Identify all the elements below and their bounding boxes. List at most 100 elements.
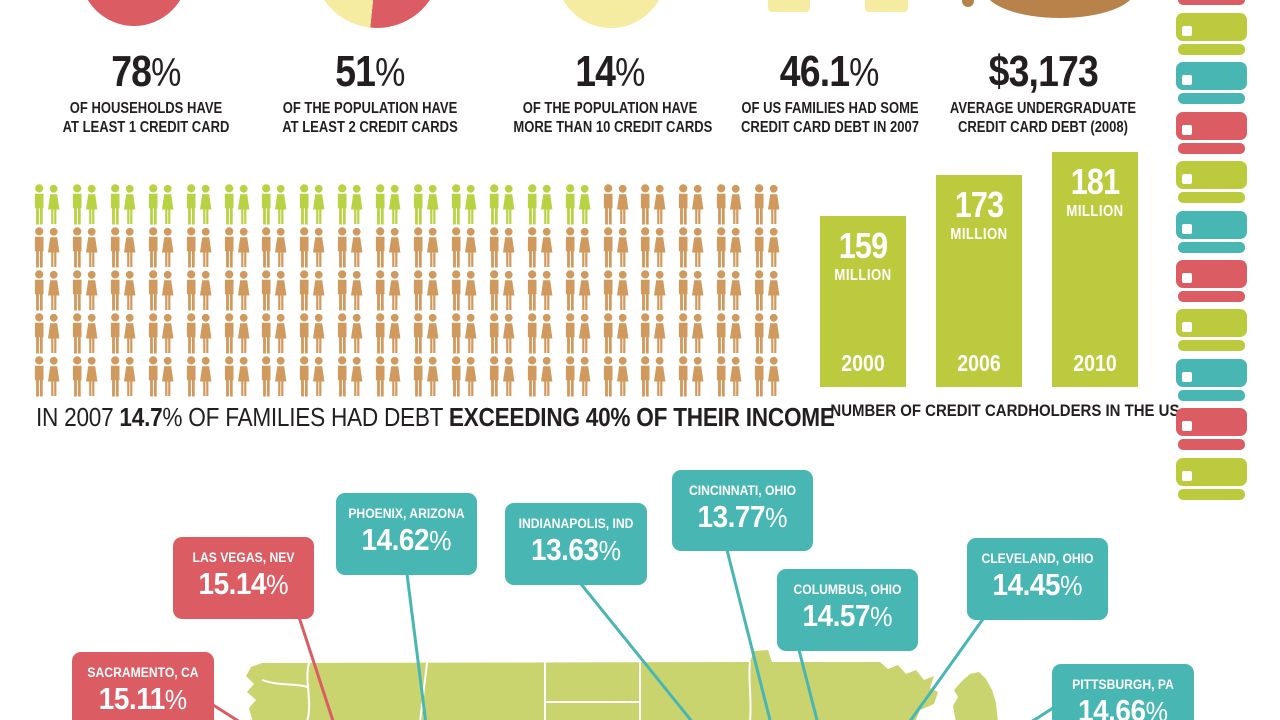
family-pair-icon (564, 356, 591, 397)
leader-line (405, 573, 428, 720)
credit-card-icon (1176, 62, 1247, 104)
family-pair-icon (412, 313, 439, 354)
family-pair-icon (526, 356, 553, 397)
family-pair-icon (147, 184, 174, 225)
pie-chart-icon-two-cards (313, 0, 441, 28)
leader-line (797, 649, 819, 720)
money-bag-icon (962, 0, 974, 7)
stat-description-line: OF US FAMILIES HAD SOME (741, 100, 919, 117)
family-pair-icon (715, 227, 742, 268)
family-pair-icon (639, 184, 666, 225)
family-pair-icon (412, 227, 439, 268)
family-pair-icon (639, 227, 666, 268)
family-pair-icon (488, 356, 515, 397)
city-value: 14.66% (1078, 693, 1168, 720)
bar: 173 MILLION 2006 (936, 175, 1022, 387)
family-pair-icon (185, 184, 212, 225)
card-chip-icon (1182, 224, 1192, 234)
credit-card-icon (1176, 309, 1247, 351)
bar-value-label: 181 (1070, 161, 1120, 202)
family-pair-icon (526, 313, 553, 354)
family-pair-icon (223, 313, 250, 354)
family-pair-icon (260, 270, 287, 311)
stat-item: 14% OF THE POPULATION HAVE MORE THAN 10 CR… (495, 48, 725, 137)
card-chip-icon (1182, 174, 1192, 184)
family-pair-icon (185, 313, 212, 354)
family-pair-icon (564, 270, 591, 311)
family-pair-icon (71, 184, 98, 225)
family-pair-icon (488, 227, 515, 268)
family-pair-icon (715, 313, 742, 354)
city-value: 14.57% (802, 598, 893, 633)
pie-chart-icon-ten-cards (556, 0, 666, 28)
bar-value-label: 173 (954, 184, 1004, 225)
city-name: CINCINNATI, OHIO (688, 483, 797, 498)
credit-card-icon (1176, 211, 1247, 253)
city-value: 13.63% (531, 532, 621, 567)
family-pair-icon (147, 356, 174, 397)
stat-description-line: CREDIT CARD DEBT IN 2007 (741, 118, 919, 136)
card-chip-icon (1182, 273, 1192, 283)
stat-value: 14% (574, 47, 646, 96)
partial-glyph-icon (768, 0, 810, 12)
leader-line (1031, 706, 1054, 720)
family-pair-icon (298, 227, 325, 268)
family-pair-icon (336, 356, 363, 397)
stat-description: OF THE POPULATION HAVE AT LEAST 2 CREDIT … (255, 100, 485, 137)
family-pair-icon (450, 227, 477, 268)
leader-line (209, 701, 240, 720)
bar-year-label: 2006 (957, 350, 1001, 376)
family-pair-icon (298, 356, 325, 397)
family-pair-icon (602, 184, 629, 225)
credit-card-icon (1176, 458, 1247, 500)
family-pair-icon (639, 356, 666, 397)
city-value: 14.45% (992, 567, 1083, 602)
debt-caption-text: % OF FAMILIES HAD DEBT (162, 402, 449, 432)
stat-description: OF HOUSEHOLDS HAVE AT LEAST 1 CREDIT CARD (31, 100, 261, 137)
stat-description: OF THE POPULATION HAVE MORE THAN 10 CREDI… (495, 100, 725, 137)
family-pair-icon (185, 227, 212, 268)
credit-card-icon (1176, 359, 1247, 401)
family-pair-icon (564, 313, 591, 354)
family-pair-icon (223, 270, 250, 311)
family-pair-icon (71, 313, 98, 354)
credit-card-icon (1176, 161, 1247, 203)
family-pair-icon (109, 313, 136, 354)
family-pair-icon (639, 313, 666, 354)
family-pair-icon (33, 184, 60, 225)
family-pair-icon (526, 270, 553, 311)
city-label: INDIANAPOLIS, IND 13.63% (505, 503, 647, 585)
bar-chart-title: NUMBER OF CREDIT CARDHOLDERS IN THE US (830, 401, 1180, 420)
city-name: PITTSBURGH, PA (1072, 677, 1174, 692)
family-pair-icon (715, 270, 742, 311)
family-pair-icon (33, 227, 60, 268)
family-pair-icon (753, 227, 780, 268)
family-pair-icon (602, 227, 629, 268)
family-pair-icon (450, 270, 477, 311)
family-pair-icon (374, 184, 401, 225)
city-label: SACRAMENTO, CA 15.11% (72, 652, 214, 720)
debt-caption-highlight: 14.7 (119, 402, 163, 432)
leader-line (297, 616, 335, 720)
stat-description-line: OF THE POPULATION HAVE (522, 100, 698, 117)
family-pair-icon (33, 270, 60, 311)
family-pair-icon (336, 184, 363, 225)
family-pair-icon (412, 184, 439, 225)
family-pair-icon (185, 356, 212, 397)
city-value: 14.62% (361, 522, 452, 557)
stat-value: 51% (334, 47, 406, 96)
city-label: PITTSBURGH, PA 14.66% (1052, 664, 1194, 720)
card-chip-icon (1182, 372, 1192, 382)
debt-caption: IN 2007 14.7% OF FAMILIES HAD DEBT EXCEE… (36, 402, 835, 433)
family-pair-icon (33, 356, 60, 397)
family-pair-icon (564, 227, 591, 268)
stat-description: AVERAGE UNDERGRADUATE CREDIT CARD DEBT (2… (928, 100, 1158, 137)
family-pair-icon (412, 270, 439, 311)
family-pair-icon (260, 356, 287, 397)
family-pair-icon (336, 227, 363, 268)
city-label: COLUMBUS, OHIO 14.57% (777, 569, 918, 651)
family-pair-icon (109, 356, 136, 397)
family-pair-icon (677, 313, 704, 354)
stat-description-line: OF HOUSEHOLDS HAVE (69, 100, 223, 117)
family-pair-icon (298, 313, 325, 354)
